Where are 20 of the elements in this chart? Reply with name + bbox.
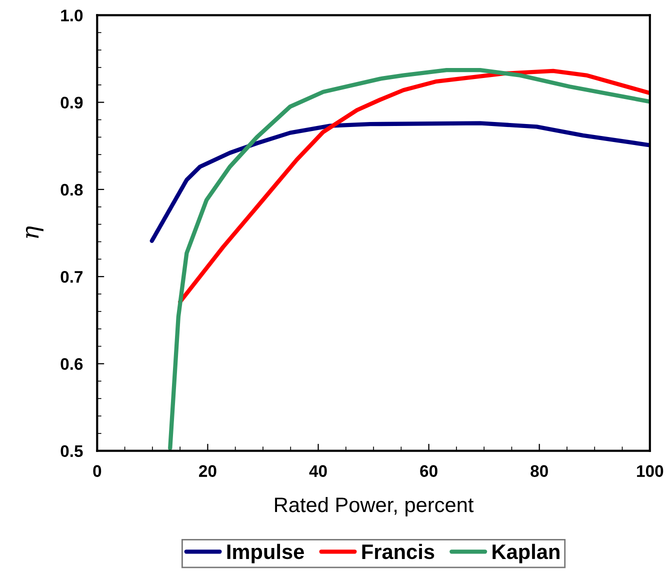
legend-label: Francis <box>362 544 434 560</box>
x-tick-label: 20 <box>199 465 216 477</box>
line-series <box>178 68 650 304</box>
x-tick-label: 80 <box>530 465 548 477</box>
legend-label: Kaplan <box>492 544 560 564</box>
y-tick-label: 1.0 <box>61 10 83 22</box>
y-axis-title: η <box>26 226 44 238</box>
x-tick-label: 40 <box>309 465 327 477</box>
line-series <box>150 121 650 243</box>
legend-label: Impulse <box>227 544 304 564</box>
y-tick-label: 0.5 <box>60 445 83 458</box>
x-tick-label: 100 <box>637 465 664 477</box>
y-tick-label: 0.7 <box>60 270 83 283</box>
x-axis-title: Rated Power, percent <box>275 496 474 516</box>
line-series <box>168 68 650 450</box>
y-tick-label: 0.8 <box>60 184 83 196</box>
y-tick-label: 0.9 <box>60 96 83 109</box>
x-tick-label: 60 <box>420 465 438 477</box>
y-tick-label: 0.6 <box>60 358 83 370</box>
x-tick-label: 0 <box>93 465 102 477</box>
